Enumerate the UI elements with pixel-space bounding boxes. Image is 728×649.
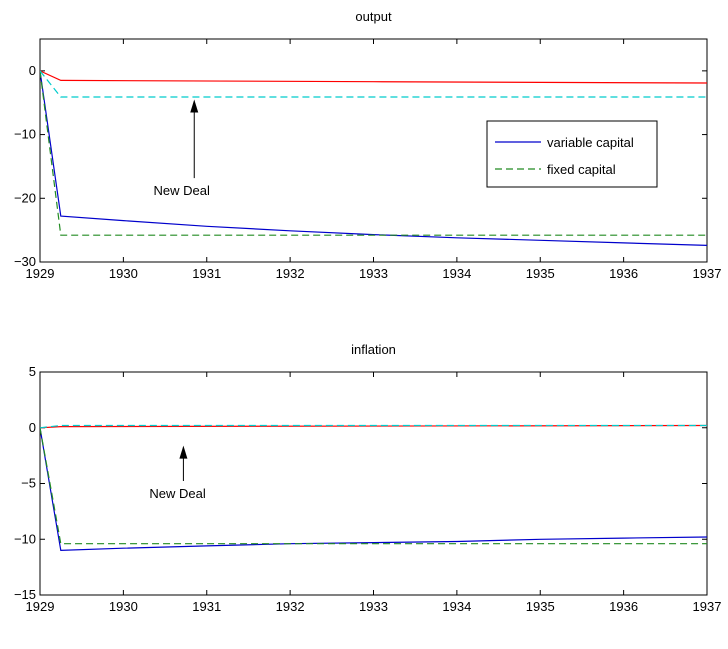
inflation-x-tick-label: 1935 [526, 599, 555, 614]
inflation-series-line [40, 424, 707, 429]
inflation-x-tick-label: 1930 [109, 599, 138, 614]
legend-box [486, 120, 658, 188]
inflation-x-tick-label: 1936 [609, 599, 638, 614]
output-x-tick-label: 1931 [192, 266, 221, 281]
legend-label: fixed capital [547, 162, 616, 177]
inflation-x-tick-label: 1934 [442, 599, 471, 614]
inflation-series-line [40, 427, 707, 545]
output-x-tick-label: 1935 [526, 266, 555, 281]
inflation-x-tick-label: 1931 [192, 599, 221, 614]
inflation-x-tick-label: 1932 [276, 599, 305, 614]
output-series-line [40, 70, 707, 98]
output-y-tick-label: −30 [14, 254, 36, 269]
inflation-annotation-label: New Deal [149, 486, 205, 501]
output-x-tick-label: 1929 [26, 266, 55, 281]
inflation-plot-area [39, 371, 708, 596]
output-series-line [40, 70, 707, 246]
output-x-tick-label: 1932 [276, 266, 305, 281]
output-annotation-label: New Deal [154, 183, 210, 198]
output-series-line [40, 70, 707, 84]
output-arrow-head [190, 99, 199, 113]
inflation-y-tick-label: −5 [21, 476, 36, 491]
inflation-arrow-head [179, 445, 188, 459]
output-x-tick-label: 1934 [442, 266, 471, 281]
output-y-tick-label: −10 [14, 127, 36, 142]
output-panel: output 1929 1930 1931 1932 1933 1934 1935 1936 1… [14, 9, 722, 281]
output-series-line [40, 70, 707, 236]
output-y-tick-label: 0 [29, 63, 36, 78]
output-title: output [355, 9, 392, 24]
inflation-x-tick-label: 1933 [359, 599, 388, 614]
output-y-tick-label: −20 [14, 190, 36, 205]
output-x-tick-label: 1936 [609, 266, 638, 281]
inflation-y-tick-label: −15 [14, 587, 36, 602]
inflation-y-tick-label: 0 [29, 420, 36, 435]
inflation-panel: inflation 1929 1930 1931 1932 1933 1934 1935 19… [14, 342, 722, 614]
inflation-y-tick-label: 5 [29, 364, 36, 379]
inflation-x-tick-label: 1929 [26, 599, 55, 614]
inflation-x-tick-label: 1937 [693, 599, 722, 614]
legend-label: variable capital [547, 135, 634, 150]
output-x-tick-label: 1937 [693, 266, 722, 281]
output-x-tick-label: 1933 [359, 266, 388, 281]
inflation-title: inflation [351, 342, 396, 357]
inflation-y-tick-label: −10 [14, 531, 36, 546]
output-x-tick-label: 1930 [109, 266, 138, 281]
